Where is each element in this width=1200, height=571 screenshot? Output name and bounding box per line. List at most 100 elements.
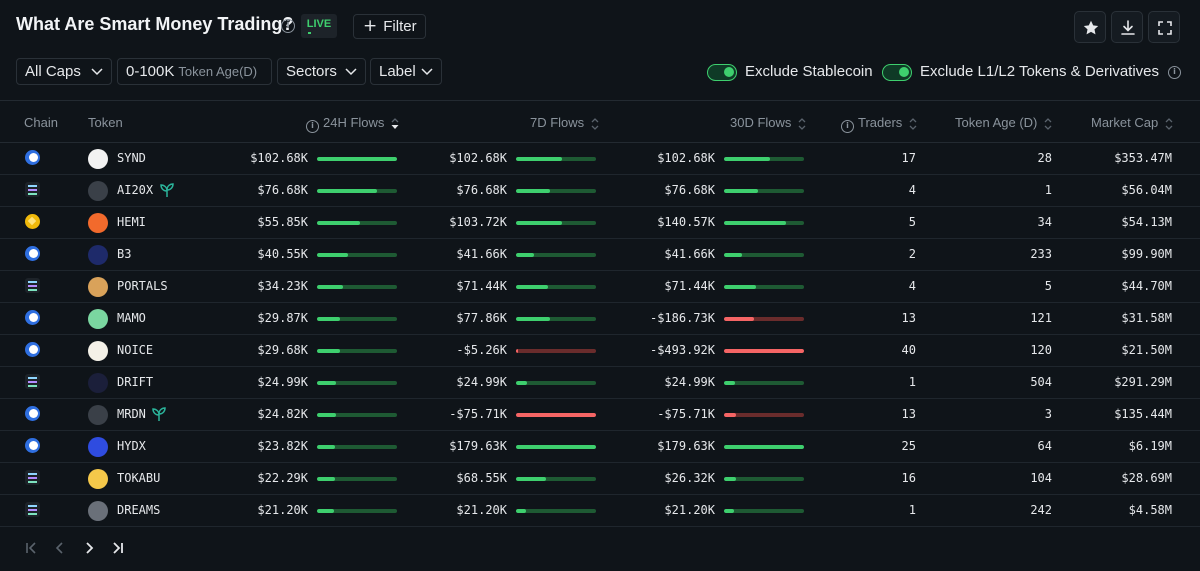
info-icon[interactable]: i (281, 19, 295, 33)
token-age-value: 504 (1030, 375, 1052, 389)
base-chain-icon (25, 342, 40, 357)
col-market-cap-label: Market Cap (1091, 115, 1159, 130)
table-row[interactable]: HYDX $23.82K $179.63K $179.63K 25 64 $6.19M (0, 431, 1200, 463)
token-name[interactable]: NOICE (117, 343, 154, 357)
sort-icon[interactable] (591, 117, 599, 130)
token-name[interactable]: AI20X (117, 183, 154, 197)
last-page-button[interactable] (107, 536, 129, 560)
token-name[interactable]: DRIFT (117, 375, 154, 389)
info-icon[interactable]: i (841, 120, 854, 133)
flow-24h-value: $34.23K (257, 279, 308, 293)
traders-value: 16 (901, 471, 916, 485)
flow-30d-bar-fill (724, 509, 734, 513)
table-row[interactable]: TOKABU $22.29K $68.55K $26.32K 16 104 $28.69M (0, 463, 1200, 495)
col-7d-flows[interactable]: 7D Flows (530, 115, 599, 130)
table-row[interactable]: DRIFT $24.99K $24.99K $24.99K 1 504 $291.29M (0, 367, 1200, 399)
market-cap-value: $291.29M (1114, 375, 1172, 389)
flow-24h-value: $24.99K (257, 375, 308, 389)
first-page-icon (26, 542, 36, 554)
label-select[interactable]: Label (370, 58, 442, 85)
flow-7d-bar (516, 189, 596, 193)
exclude-l1l2-toggle[interactable] (882, 64, 912, 81)
solana-chain-icon (25, 374, 40, 389)
flow-7d-bar (516, 253, 596, 257)
mamo-icon (88, 309, 108, 329)
download-icon (1121, 20, 1135, 35)
token-name[interactable]: MAMO (117, 311, 146, 325)
sort-icon[interactable] (909, 117, 917, 130)
col-market-cap[interactable]: Market Cap (1091, 115, 1173, 130)
flow-7d-value: $71.44K (456, 279, 507, 293)
market-cap-value: $28.69M (1121, 471, 1172, 485)
market-cap-value: $353.47M (1114, 151, 1172, 165)
info-icon[interactable]: i (1168, 66, 1181, 79)
market-cap-value: $99.90M (1121, 247, 1172, 261)
sectors-select[interactable]: Sectors (277, 58, 366, 85)
base-chain-icon (25, 150, 40, 165)
table-row[interactable]: MRDN $24.82K -$75.71K -$75.71K 13 3 $135.44M (0, 399, 1200, 431)
col-token-age[interactable]: Token Age (D) (955, 115, 1052, 130)
info-icon[interactable]: i (306, 120, 319, 133)
flow-30d-value: $179.63K (657, 439, 715, 453)
flow-30d-bar (724, 477, 804, 481)
traders-value: 40 (901, 343, 916, 357)
table-row[interactable]: DREAMS $21.20K $21.20K $21.20K 1 242 $4.58M (0, 495, 1200, 527)
token-name[interactable]: PORTALS (117, 279, 168, 293)
col-30d-flows[interactable]: 30D Flows (730, 115, 806, 130)
table-row[interactable]: B3 $40.55K $41.66K $41.66K 2 233 $99.90M (0, 239, 1200, 271)
sort-icon[interactable] (798, 117, 806, 130)
flows-table: Chain Token i 24H Flows 7D Flows 30D Flow… (0, 100, 1200, 528)
flow-7d-bar-fill (516, 509, 526, 513)
flow-30d-bar-fill (724, 253, 742, 257)
first-page-button[interactable] (20, 536, 42, 560)
caps-select[interactable]: All Caps (16, 58, 112, 85)
token-name[interactable]: SYND (117, 151, 146, 165)
prev-page-button[interactable] (49, 536, 71, 560)
star-button[interactable] (1074, 11, 1106, 43)
col-24h-flows[interactable]: i 24H Flows (306, 115, 399, 133)
chevron-down-icon (91, 68, 103, 76)
next-page-button[interactable] (78, 536, 100, 560)
sort-icon[interactable] (1044, 117, 1052, 130)
flow-30d-bar-fill (724, 413, 736, 417)
token-name[interactable]: B3 (117, 247, 132, 261)
sort-icon[interactable] (1165, 117, 1173, 130)
flow-30d-value: -$75.71K (657, 407, 715, 421)
col-traders[interactable]: i Traders (841, 115, 917, 133)
flow-7d-value: $103.72K (449, 215, 507, 229)
flow-7d-bar-fill (516, 189, 550, 193)
hemi-icon (88, 213, 108, 233)
flow-7d-bar (516, 221, 596, 225)
token-age-filter[interactable]: 0-100K Token Age(D) (117, 58, 272, 85)
download-button[interactable] (1111, 11, 1143, 43)
token-age-filter-label: Token Age(D) (178, 64, 258, 79)
table-row[interactable]: NOICE $29.68K -$5.26K -$493.92K 40 120 $21.50M (0, 335, 1200, 367)
token-name[interactable]: HYDX (117, 439, 146, 453)
table-row[interactable]: MAMO $29.87K $77.86K -$186.73K 13 121 $31.58M (0, 303, 1200, 335)
star-icon (1083, 20, 1099, 35)
flow-30d-bar (724, 253, 804, 257)
flow-24h-value: $22.29K (257, 471, 308, 485)
flow-24h-bar-fill (317, 349, 340, 353)
table-row[interactable]: AI20X $76.68K $76.68K $76.68K 4 1 $56.04M (0, 175, 1200, 207)
filter-button[interactable]: + Filter (353, 14, 426, 39)
table-row[interactable]: PORTALS $34.23K $71.44K $71.44K 4 5 $44.70M (0, 271, 1200, 303)
token-name[interactable]: DREAMS (117, 503, 161, 517)
token-name[interactable]: MRDN (117, 407, 146, 421)
market-cap-value: $44.70M (1121, 279, 1172, 293)
fullscreen-icon (1158, 21, 1172, 35)
last-page-icon (113, 542, 123, 554)
flow-7d-bar-fill (516, 157, 562, 161)
flow-7d-bar-fill (516, 445, 596, 449)
sort-desc-icon[interactable] (391, 117, 399, 130)
exclude-stablecoin-toggle[interactable] (707, 64, 737, 81)
flow-30d-bar-fill (724, 349, 804, 353)
flow-24h-bar (317, 253, 397, 257)
flow-30d-bar (724, 285, 804, 289)
table-row[interactable]: SYND $102.68K $102.68K $102.68K 17 28 $353.47M (0, 143, 1200, 175)
token-name[interactable]: TOKABU (117, 471, 161, 485)
flow-24h-value: $29.87K (257, 311, 308, 325)
fullscreen-button[interactable] (1148, 11, 1180, 43)
token-name[interactable]: HEMI (117, 215, 146, 229)
table-row[interactable]: HEMI $55.85K $103.72K $140.57K 5 34 $54.13M (0, 207, 1200, 239)
